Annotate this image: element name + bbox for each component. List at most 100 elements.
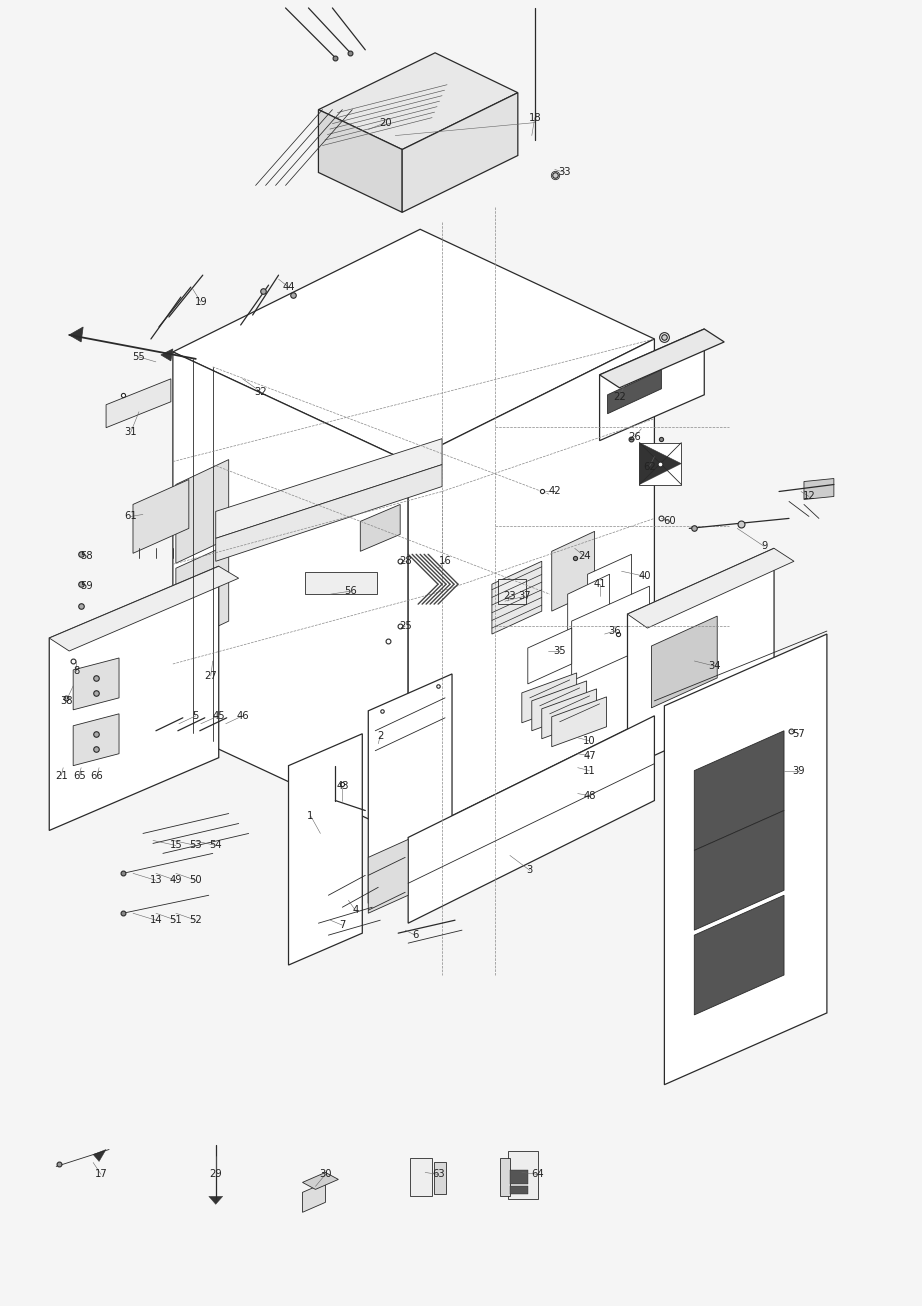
Text: 19: 19: [195, 296, 207, 307]
Text: 43: 43: [337, 781, 349, 790]
Text: 10: 10: [584, 735, 596, 746]
Text: 16: 16: [439, 556, 452, 567]
Text: 6: 6: [412, 930, 419, 940]
Polygon shape: [172, 230, 655, 461]
Polygon shape: [492, 562, 542, 633]
Polygon shape: [652, 616, 717, 708]
Text: 7: 7: [339, 921, 346, 930]
Bar: [640, 443, 681, 485]
Bar: [498, 580, 526, 605]
Text: 32: 32: [254, 387, 266, 397]
Polygon shape: [52, 671, 93, 727]
Text: 57: 57: [793, 729, 805, 739]
Text: 4: 4: [352, 905, 359, 916]
Polygon shape: [73, 658, 119, 710]
Polygon shape: [572, 586, 649, 680]
Bar: [508, 1152, 538, 1199]
Text: 18: 18: [528, 112, 541, 123]
Polygon shape: [161, 349, 172, 360]
Polygon shape: [608, 370, 661, 414]
Text: 11: 11: [584, 765, 596, 776]
Polygon shape: [527, 628, 572, 684]
Text: 28: 28: [399, 556, 411, 567]
Text: 25: 25: [399, 622, 411, 631]
Text: 17: 17: [95, 1169, 108, 1179]
Text: 34: 34: [708, 661, 720, 671]
Text: 20: 20: [379, 118, 392, 128]
Text: 47: 47: [584, 751, 596, 760]
Text: 60: 60: [663, 516, 676, 526]
Polygon shape: [176, 460, 229, 563]
Text: 30: 30: [319, 1169, 332, 1179]
Bar: [434, 1162, 446, 1195]
Text: 65: 65: [73, 771, 86, 781]
Text: 52: 52: [189, 916, 202, 925]
Text: 35: 35: [553, 646, 566, 656]
Text: 26: 26: [628, 432, 641, 441]
Polygon shape: [408, 340, 655, 837]
Text: 13: 13: [149, 875, 162, 885]
Text: 22: 22: [613, 392, 626, 402]
Text: 38: 38: [60, 696, 73, 705]
Polygon shape: [361, 504, 400, 551]
Polygon shape: [69, 326, 83, 342]
Text: 59: 59: [80, 581, 92, 592]
Text: 58: 58: [80, 551, 92, 562]
Text: 45: 45: [212, 710, 225, 721]
Polygon shape: [93, 1149, 106, 1161]
Text: 46: 46: [236, 710, 249, 721]
Polygon shape: [318, 110, 402, 213]
Text: 1: 1: [307, 811, 313, 820]
Text: 64: 64: [531, 1169, 544, 1179]
Polygon shape: [49, 567, 239, 650]
Bar: [410, 1158, 432, 1196]
Text: 53: 53: [190, 841, 202, 850]
Bar: [510, 1186, 527, 1195]
Text: 21: 21: [54, 771, 67, 781]
Polygon shape: [628, 549, 794, 628]
Text: 5: 5: [193, 710, 199, 721]
Text: 31: 31: [124, 427, 137, 436]
Polygon shape: [289, 734, 362, 965]
Polygon shape: [568, 575, 609, 633]
Text: 8: 8: [73, 666, 79, 677]
Polygon shape: [302, 1182, 325, 1212]
Polygon shape: [694, 731, 784, 850]
Polygon shape: [302, 1173, 338, 1190]
Bar: [510, 1170, 527, 1185]
Polygon shape: [133, 479, 189, 554]
Text: 61: 61: [124, 512, 137, 521]
Text: 2: 2: [377, 731, 384, 741]
Polygon shape: [73, 714, 119, 765]
Polygon shape: [542, 688, 597, 739]
Text: 50: 50: [190, 875, 202, 885]
Text: 36: 36: [609, 626, 621, 636]
Polygon shape: [551, 697, 607, 747]
Text: 55: 55: [133, 351, 146, 362]
Text: 39: 39: [793, 765, 805, 776]
Text: 24: 24: [578, 551, 591, 562]
Polygon shape: [665, 633, 827, 1085]
Text: 9: 9: [761, 541, 767, 551]
Text: 56: 56: [344, 586, 357, 596]
Text: 29: 29: [209, 1169, 222, 1179]
Polygon shape: [172, 351, 408, 837]
Polygon shape: [402, 93, 518, 213]
Polygon shape: [176, 545, 229, 646]
Polygon shape: [318, 52, 518, 149]
Polygon shape: [208, 1196, 223, 1204]
Text: 12: 12: [802, 491, 815, 502]
Polygon shape: [551, 532, 595, 611]
Polygon shape: [640, 443, 681, 485]
Text: 23: 23: [503, 592, 516, 601]
Text: 33: 33: [559, 167, 571, 178]
Bar: [500, 1158, 510, 1196]
Polygon shape: [106, 379, 171, 427]
Polygon shape: [216, 439, 442, 538]
Text: 48: 48: [584, 790, 596, 801]
Text: 62: 62: [643, 461, 656, 471]
Polygon shape: [599, 329, 704, 440]
Polygon shape: [368, 674, 452, 904]
Text: 40: 40: [638, 571, 651, 581]
Polygon shape: [599, 329, 724, 388]
